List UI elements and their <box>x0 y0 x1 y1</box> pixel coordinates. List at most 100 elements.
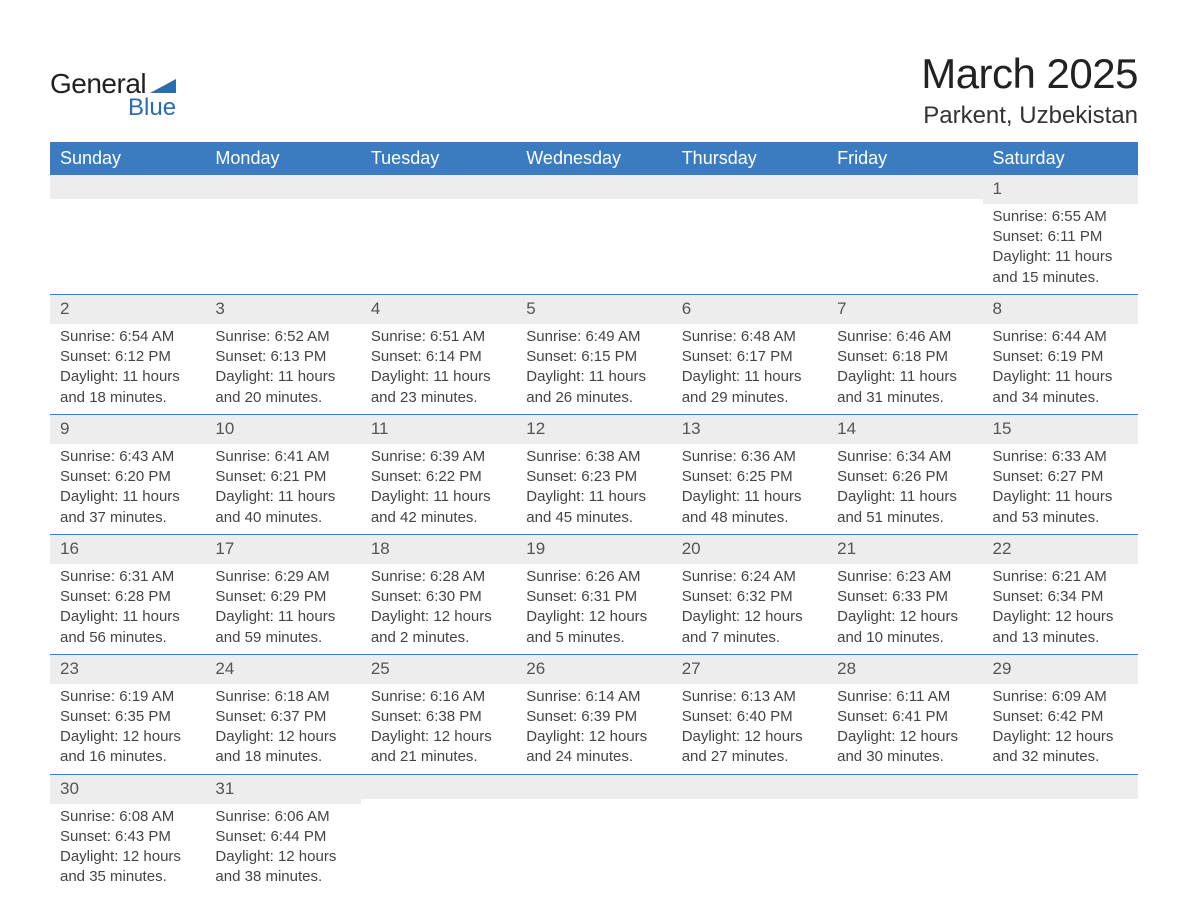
day-content <box>361 799 516 879</box>
daylight-text: Daylight: 11 hours and 53 minutes. <box>993 487 1128 528</box>
calendar-day-cell: 23Sunrise: 6:19 AMSunset: 6:35 PMDayligh… <box>50 654 205 774</box>
daylight-text: Daylight: 11 hours and 45 minutes. <box>526 487 661 528</box>
sunset-text: Sunset: 6:27 PM <box>993 467 1128 487</box>
calendar-day-cell: 16Sunrise: 6:31 AMSunset: 6:28 PMDayligh… <box>50 534 205 654</box>
day-number: 5 <box>516 295 671 324</box>
sunrise-text: Sunrise: 6:28 AM <box>371 567 506 587</box>
sunset-text: Sunset: 6:44 PM <box>215 827 350 847</box>
daylight-text: Daylight: 12 hours and 13 minutes. <box>993 607 1128 648</box>
day-content <box>827 799 982 879</box>
day-content: Sunrise: 6:48 AMSunset: 6:17 PMDaylight:… <box>672 324 827 414</box>
sunset-text: Sunset: 6:15 PM <box>526 347 661 367</box>
day-number <box>983 775 1138 799</box>
day-content: Sunrise: 6:34 AMSunset: 6:26 PMDaylight:… <box>827 444 982 534</box>
day-content: Sunrise: 6:23 AMSunset: 6:33 PMDaylight:… <box>827 564 982 654</box>
day-content <box>516 799 671 879</box>
calendar-day-cell: 25Sunrise: 6:16 AMSunset: 6:38 PMDayligh… <box>361 654 516 774</box>
sunset-text: Sunset: 6:39 PM <box>526 707 661 727</box>
calendar-day-cell: 21Sunrise: 6:23 AMSunset: 6:33 PMDayligh… <box>827 534 982 654</box>
day-number <box>205 175 360 199</box>
daylight-text: Daylight: 11 hours and 15 minutes. <box>993 247 1128 288</box>
day-content: Sunrise: 6:33 AMSunset: 6:27 PMDaylight:… <box>983 444 1138 534</box>
sunset-text: Sunset: 6:38 PM <box>371 707 506 727</box>
sunrise-text: Sunrise: 6:44 AM <box>993 327 1128 347</box>
sunrise-text: Sunrise: 6:11 AM <box>837 687 972 707</box>
calendar-day-cell <box>672 175 827 294</box>
day-content: Sunrise: 6:39 AMSunset: 6:22 PMDaylight:… <box>361 444 516 534</box>
calendar-day-cell: 22Sunrise: 6:21 AMSunset: 6:34 PMDayligh… <box>983 534 1138 654</box>
daylight-text: Daylight: 11 hours and 31 minutes. <box>837 367 972 408</box>
day-number <box>50 175 205 199</box>
daylight-text: Daylight: 12 hours and 5 minutes. <box>526 607 661 648</box>
day-content: Sunrise: 6:29 AMSunset: 6:29 PMDaylight:… <box>205 564 360 654</box>
calendar-day-cell <box>516 175 671 294</box>
daylight-text: Daylight: 11 hours and 51 minutes. <box>837 487 972 528</box>
day-number: 23 <box>50 655 205 684</box>
sunrise-text: Sunrise: 6:52 AM <box>215 327 350 347</box>
calendar-week-row: 1Sunrise: 6:55 AMSunset: 6:11 PMDaylight… <box>50 175 1138 294</box>
sunrise-text: Sunrise: 6:48 AM <box>682 327 817 347</box>
sunrise-text: Sunrise: 6:21 AM <box>993 567 1128 587</box>
daylight-text: Daylight: 11 hours and 20 minutes. <box>215 367 350 408</box>
sunset-text: Sunset: 6:41 PM <box>837 707 972 727</box>
calendar-day-cell: 4Sunrise: 6:51 AMSunset: 6:14 PMDaylight… <box>361 294 516 414</box>
sunrise-text: Sunrise: 6:51 AM <box>371 327 506 347</box>
day-content: Sunrise: 6:14 AMSunset: 6:39 PMDaylight:… <box>516 684 671 774</box>
calendar-week-row: 30Sunrise: 6:08 AMSunset: 6:43 PMDayligh… <box>50 774 1138 893</box>
calendar-table: Sunday Monday Tuesday Wednesday Thursday… <box>50 142 1138 894</box>
sunset-text: Sunset: 6:12 PM <box>60 347 195 367</box>
sunset-text: Sunset: 6:42 PM <box>993 707 1128 727</box>
sunrise-text: Sunrise: 6:29 AM <box>215 567 350 587</box>
sunset-text: Sunset: 6:14 PM <box>371 347 506 367</box>
sunset-text: Sunset: 6:20 PM <box>60 467 195 487</box>
day-content: Sunrise: 6:19 AMSunset: 6:35 PMDaylight:… <box>50 684 205 774</box>
day-number: 8 <box>983 295 1138 324</box>
day-number <box>361 175 516 199</box>
calendar-day-cell: 19Sunrise: 6:26 AMSunset: 6:31 PMDayligh… <box>516 534 671 654</box>
sunset-text: Sunset: 6:17 PM <box>682 347 817 367</box>
sunset-text: Sunset: 6:32 PM <box>682 587 817 607</box>
calendar-day-cell <box>361 774 516 893</box>
daylight-text: Daylight: 11 hours and 34 minutes. <box>993 367 1128 408</box>
calendar-day-cell: 15Sunrise: 6:33 AMSunset: 6:27 PMDayligh… <box>983 414 1138 534</box>
calendar-week-row: 23Sunrise: 6:19 AMSunset: 6:35 PMDayligh… <box>50 654 1138 774</box>
sunrise-text: Sunrise: 6:14 AM <box>526 687 661 707</box>
day-content <box>672 199 827 279</box>
day-number: 12 <box>516 415 671 444</box>
calendar-week-row: 9Sunrise: 6:43 AMSunset: 6:20 PMDaylight… <box>50 414 1138 534</box>
daylight-text: Daylight: 12 hours and 35 minutes. <box>60 847 195 888</box>
day-content: Sunrise: 6:49 AMSunset: 6:15 PMDaylight:… <box>516 324 671 414</box>
day-content: Sunrise: 6:16 AMSunset: 6:38 PMDaylight:… <box>361 684 516 774</box>
day-number <box>827 775 982 799</box>
sunrise-text: Sunrise: 6:13 AM <box>682 687 817 707</box>
day-content: Sunrise: 6:13 AMSunset: 6:40 PMDaylight:… <box>672 684 827 774</box>
daylight-text: Daylight: 12 hours and 18 minutes. <box>215 727 350 768</box>
daylight-text: Daylight: 11 hours and 59 minutes. <box>215 607 350 648</box>
day-number: 14 <box>827 415 982 444</box>
day-number: 4 <box>361 295 516 324</box>
sunrise-text: Sunrise: 6:26 AM <box>526 567 661 587</box>
day-number: 18 <box>361 535 516 564</box>
sunset-text: Sunset: 6:23 PM <box>526 467 661 487</box>
sunrise-text: Sunrise: 6:08 AM <box>60 807 195 827</box>
daylight-text: Daylight: 12 hours and 16 minutes. <box>60 727 195 768</box>
day-content: Sunrise: 6:51 AMSunset: 6:14 PMDaylight:… <box>361 324 516 414</box>
sunset-text: Sunset: 6:29 PM <box>215 587 350 607</box>
sunrise-text: Sunrise: 6:06 AM <box>215 807 350 827</box>
day-content <box>672 799 827 879</box>
day-number <box>827 175 982 199</box>
daylight-text: Daylight: 12 hours and 38 minutes. <box>215 847 350 888</box>
calendar-day-cell <box>516 774 671 893</box>
sunset-text: Sunset: 6:19 PM <box>993 347 1128 367</box>
calendar-day-cell <box>827 774 982 893</box>
calendar-day-cell: 9Sunrise: 6:43 AMSunset: 6:20 PMDaylight… <box>50 414 205 534</box>
calendar-day-cell: 29Sunrise: 6:09 AMSunset: 6:42 PMDayligh… <box>983 654 1138 774</box>
day-number: 2 <box>50 295 205 324</box>
calendar-day-cell <box>672 774 827 893</box>
day-content: Sunrise: 6:28 AMSunset: 6:30 PMDaylight:… <box>361 564 516 654</box>
day-content: Sunrise: 6:18 AMSunset: 6:37 PMDaylight:… <box>205 684 360 774</box>
sunset-text: Sunset: 6:35 PM <box>60 707 195 727</box>
logo-text-blue: Blue <box>128 94 176 122</box>
daylight-text: Daylight: 11 hours and 42 minutes. <box>371 487 506 528</box>
day-header: Wednesday <box>516 142 671 175</box>
